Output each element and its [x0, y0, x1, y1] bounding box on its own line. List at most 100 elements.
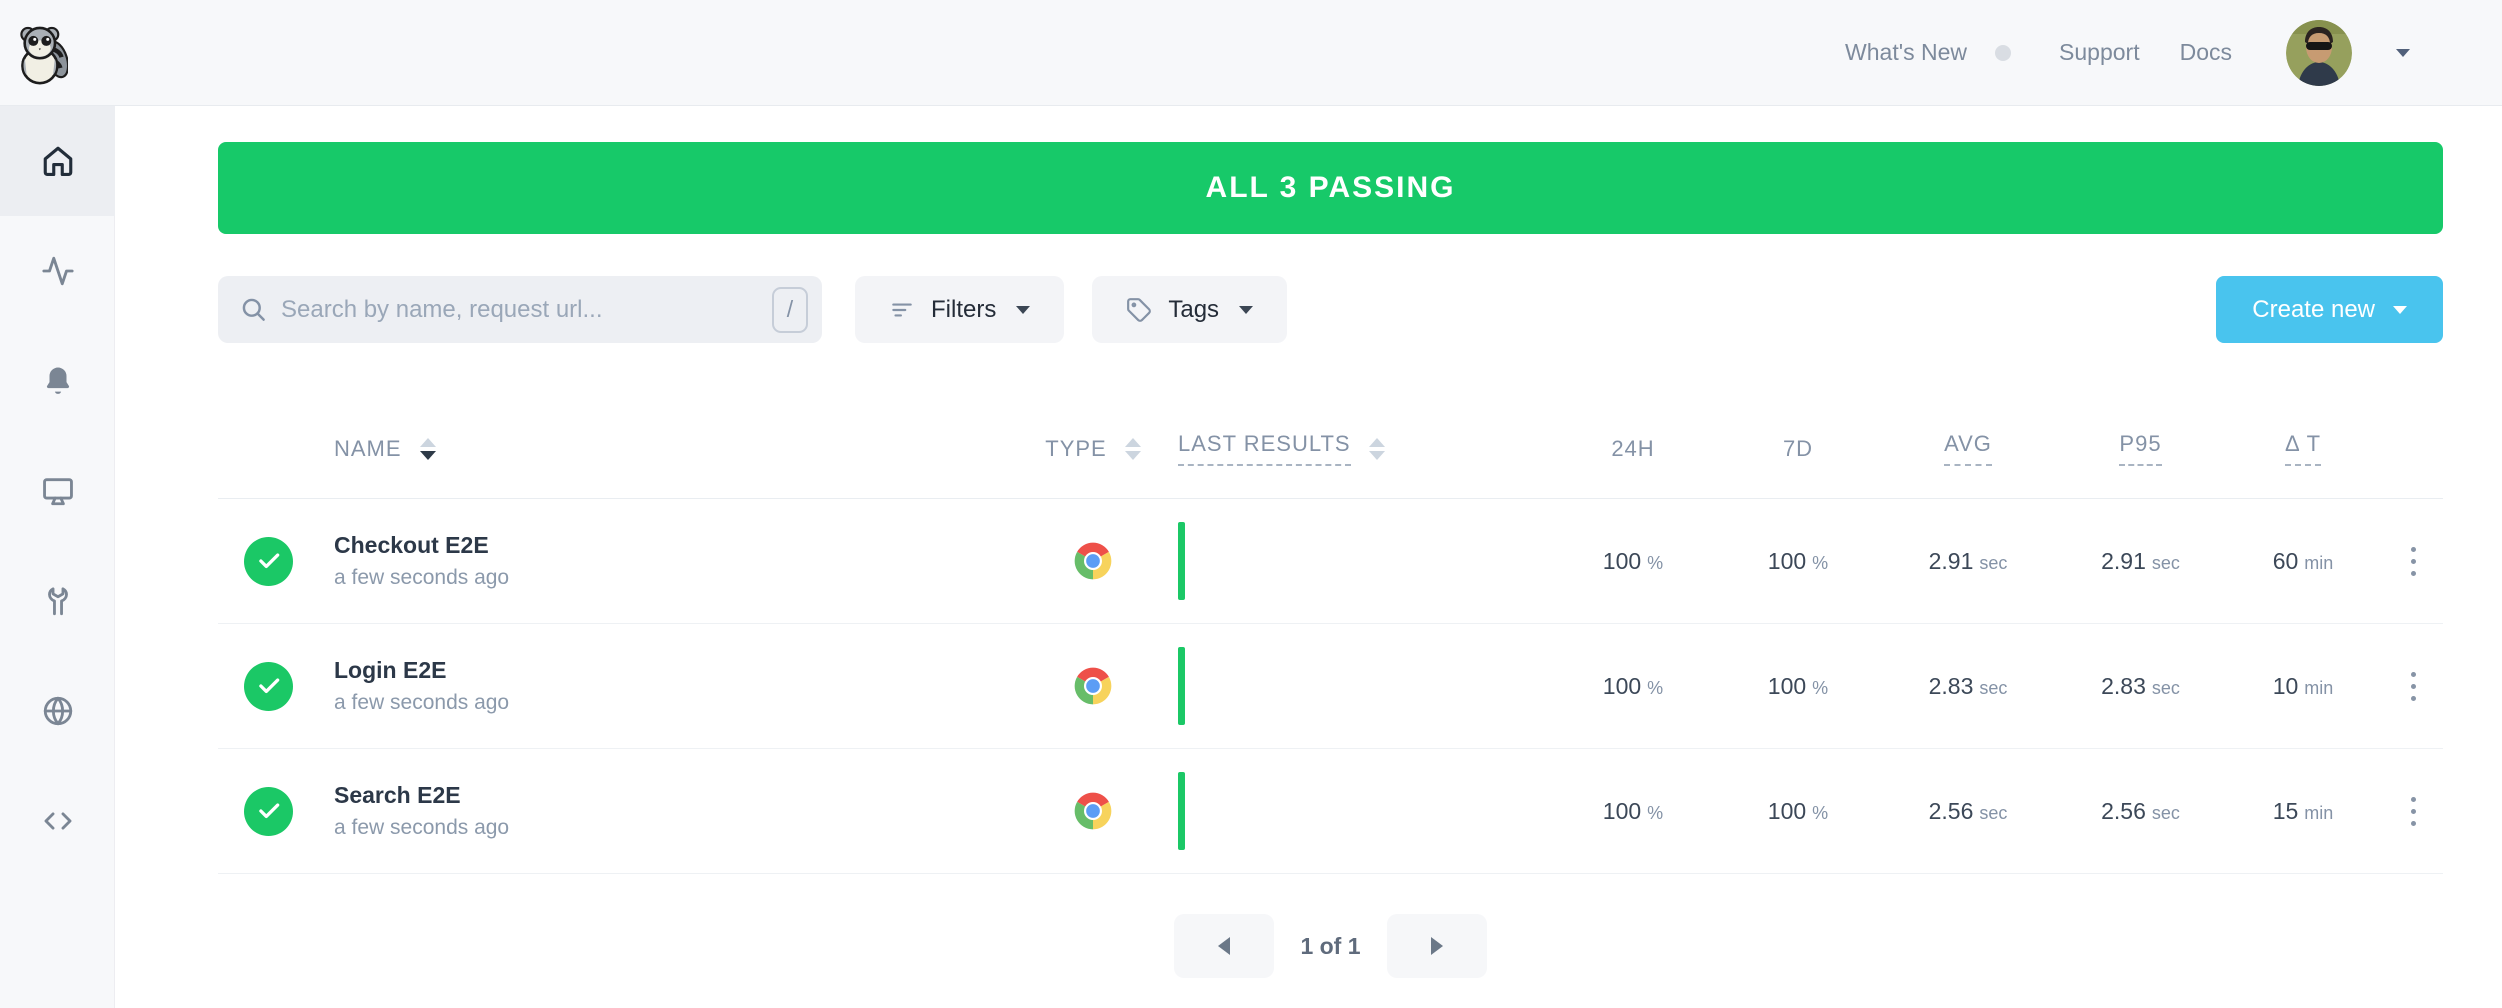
- check-name[interactable]: Login E2E: [334, 657, 447, 683]
- delta-t-cell: 60 min: [2272, 547, 2334, 574]
- delta-t-cell: 10 min: [2272, 672, 2334, 699]
- last-results-cell[interactable]: [1158, 624, 1548, 748]
- topbar: What's New Support Docs: [0, 0, 2502, 106]
- row-menu-kebab-icon[interactable]: [2383, 787, 2443, 836]
- topnav: What's New Support Docs: [1845, 19, 2410, 86]
- table-row[interactable]: Checkout E2E a few seconds ago 100% 100%…: [218, 499, 2443, 624]
- wrench-icon: [47, 587, 68, 616]
- chrome-icon: [1074, 792, 1112, 830]
- type-cell: [1028, 541, 1158, 581]
- col-header-24h: 24H: [1611, 435, 1655, 461]
- last-results-cell[interactable]: [1158, 499, 1548, 623]
- p95-cell: 2.91 sec: [2101, 547, 2180, 574]
- row-menu-kebab-icon[interactable]: [2383, 662, 2443, 711]
- sidebar-item-private-locations[interactable]: [0, 656, 115, 766]
- raccoon-logo[interactable]: [16, 23, 68, 87]
- check-updated: a few seconds ago: [334, 816, 510, 839]
- result-tick-passing[interactable]: [1178, 647, 1185, 725]
- name-cell[interactable]: Checkout E2E a few seconds ago: [314, 532, 1028, 590]
- 24h-cell: 100%: [1602, 797, 1664, 824]
- col-header-avg: AVG: [1878, 431, 2058, 466]
- filters-caret: [1016, 305, 1031, 314]
- sidebar-item-snippets[interactable]: [0, 766, 115, 876]
- col-header-7d: 7D: [1782, 435, 1814, 461]
- search-icon: [242, 298, 265, 321]
- type-cell: [1028, 791, 1158, 831]
- chrome-icon: [1074, 542, 1112, 580]
- sidebar-item-maintenance[interactable]: [0, 546, 115, 656]
- create-new-label: Create new: [2252, 295, 2375, 323]
- pagination: 1 of 1: [218, 914, 2443, 978]
- monitor-icon: [42, 478, 73, 506]
- status-cell: [244, 661, 314, 711]
- avg-cell: 2.91 sec: [1928, 547, 2008, 574]
- chevron-right-icon: [1430, 937, 1443, 955]
- avg-cell: 2.56 sec: [1928, 797, 2008, 824]
- 7d-cell: 100%: [1767, 547, 1829, 574]
- search-input[interactable]: [281, 295, 758, 324]
- name-cell[interactable]: Search E2E a few seconds ago: [314, 782, 1028, 840]
- create-new-button[interactable]: Create new: [2216, 276, 2443, 343]
- sidebar-item-home[interactable]: [0, 106, 115, 216]
- sort-last-results[interactable]: [1368, 437, 1385, 460]
- check-name[interactable]: Search E2E: [334, 782, 461, 808]
- type-cell: [1028, 666, 1158, 706]
- filters-button[interactable]: Filters: [855, 276, 1065, 343]
- passing-check-icon: [244, 661, 293, 711]
- table-row[interactable]: Search E2E a few seconds ago 100% 100% 2…: [218, 749, 2443, 874]
- search-shortcut-badge: /: [772, 286, 808, 333]
- page-indicator: 1 of 1: [1300, 932, 1361, 959]
- filter-icon: [892, 303, 912, 316]
- sort-name[interactable]: [419, 437, 436, 460]
- globe-icon: [43, 696, 72, 726]
- col-header-last-results[interactable]: LAST RESULTS: [1158, 431, 1548, 466]
- sidebar-item-alerts[interactable]: [0, 326, 115, 436]
- col-header-p95: P95: [2058, 431, 2223, 466]
- check-name[interactable]: Checkout E2E: [334, 532, 489, 558]
- col-header-delta-t: Δ T: [2223, 431, 2383, 466]
- status-banner[interactable]: ALL 3 PASSING: [218, 142, 2443, 234]
- prev-page-button[interactable]: [1174, 914, 1275, 978]
- support-link[interactable]: Support: [2059, 39, 2140, 65]
- row-menu-kebab-icon[interactable]: [2383, 537, 2443, 586]
- toolbar: / Filters Tags Create new: [218, 276, 2443, 343]
- home-icon: [43, 146, 72, 177]
- docs-link[interactable]: Docs: [2179, 39, 2232, 65]
- bell-icon: [46, 367, 69, 394]
- sidebar-item-activity[interactable]: [0, 216, 115, 326]
- last-results-cell[interactable]: [1158, 749, 1548, 873]
- check-updated: a few seconds ago: [334, 691, 510, 714]
- 24h-cell: 100%: [1602, 672, 1664, 699]
- p95-cell: 2.56 sec: [2101, 797, 2180, 824]
- sidebar-item-monitors[interactable]: [0, 436, 115, 546]
- whats-new-link[interactable]: What's New: [1845, 39, 1968, 65]
- user-avatar[interactable]: [2286, 19, 2352, 86]
- passing-check-icon: [244, 786, 293, 836]
- account-menu-caret[interactable]: [2396, 48, 2410, 57]
- 7d-cell: 100%: [1767, 797, 1829, 824]
- create-new-caret: [2393, 305, 2407, 314]
- avg-cell: 2.83 sec: [1928, 672, 2008, 699]
- chrome-icon: [1074, 667, 1112, 705]
- chevron-left-icon: [1218, 937, 1231, 955]
- check-updated: a few seconds ago: [334, 566, 510, 589]
- status-cell: [244, 786, 314, 836]
- result-tick-passing[interactable]: [1178, 522, 1185, 600]
- tags-label: Tags: [1168, 295, 1220, 323]
- activity-icon: [41, 256, 74, 286]
- search-box: /: [218, 276, 822, 343]
- col-header-type[interactable]: TYPE: [1028, 436, 1158, 462]
- sort-type[interactable]: [1124, 437, 1141, 460]
- table-header: NAME TYPE LAST RESULTS 24H 7D AVG P: [218, 399, 2443, 499]
- tags-button[interactable]: Tags: [1092, 276, 1288, 343]
- name-cell[interactable]: Login E2E a few seconds ago: [314, 657, 1028, 715]
- 7d-cell: 100%: [1767, 672, 1829, 699]
- status-cell: [244, 536, 314, 586]
- col-header-name[interactable]: NAME: [314, 436, 1028, 462]
- passing-check-icon: [244, 536, 293, 586]
- delta-t-cell: 15 min: [2272, 797, 2334, 824]
- result-tick-passing[interactable]: [1178, 772, 1185, 850]
- table-row[interactable]: Login E2E a few seconds ago 100% 100% 2.…: [218, 624, 2443, 749]
- notification-dot: [1995, 44, 2012, 61]
- next-page-button[interactable]: [1386, 914, 1487, 978]
